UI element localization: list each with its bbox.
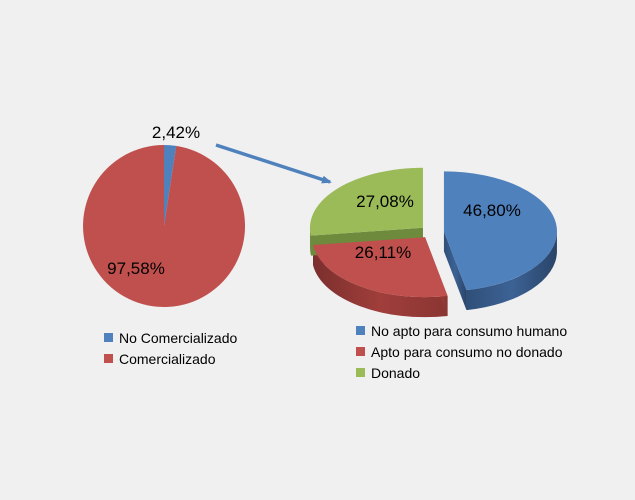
label-no-apto: 46,80% bbox=[463, 201, 521, 220]
label-donado: 27,08% bbox=[356, 192, 414, 211]
legend-label: Apto para consumo no donado bbox=[371, 343, 563, 360]
legend-label: Comercializado bbox=[119, 350, 216, 367]
label-apto-no-donado: 26,11% bbox=[355, 243, 411, 262]
pie3d-slice-no-apto-para-consumo-humano bbox=[443, 171, 557, 291]
pie3d-side-apto-para-consumo-no-donado bbox=[313, 245, 448, 318]
legend-label: No Comercializado bbox=[119, 329, 238, 346]
legend-left: No Comercializado Comercializado bbox=[104, 327, 237, 369]
pie3d-side-no-apto-para-consumo-humano bbox=[466, 231, 557, 311]
left-pie bbox=[83, 144, 246, 307]
callout-arrow bbox=[215, 143, 332, 184]
legend-label: No apto para consumo humano bbox=[371, 322, 568, 339]
pie3d-side-donado bbox=[309, 227, 311, 256]
pie3d-wall-no-apto-para-consumo-humano-1 bbox=[443, 231, 467, 311]
legend-item-no-apto: No apto para consumo humano bbox=[356, 320, 567, 341]
legend-label: Donado bbox=[371, 364, 421, 381]
legend-right: No apto para consumo humano Apto para co… bbox=[356, 320, 567, 383]
right-pie-tops bbox=[309, 167, 557, 298]
legend-item-apto-no-donado: Apto para consumo no donado bbox=[356, 341, 567, 362]
legend-item-no-comercializado: No Comercializado bbox=[104, 327, 237, 348]
legend-swatch-blue bbox=[104, 333, 113, 342]
legend-swatch-red bbox=[104, 354, 113, 363]
legend-swatch-green bbox=[356, 368, 365, 377]
legend-swatch-blue bbox=[356, 326, 365, 335]
label-no-comercializado: 2,42% bbox=[152, 123, 200, 142]
pie-slice-comercializado bbox=[83, 145, 246, 307]
pie-slice-no-comercializado bbox=[164, 144, 177, 226]
legend-item-donado: Donado bbox=[356, 362, 567, 383]
legend-item-comercializado: Comercializado bbox=[104, 348, 237, 369]
label-comercializado: 97,58% bbox=[107, 259, 165, 278]
pie3d-slice-apto-para-consumo-no-donado bbox=[313, 237, 448, 298]
pie3d-slice-donado bbox=[309, 167, 423, 236]
legend-swatch-red bbox=[356, 347, 365, 356]
